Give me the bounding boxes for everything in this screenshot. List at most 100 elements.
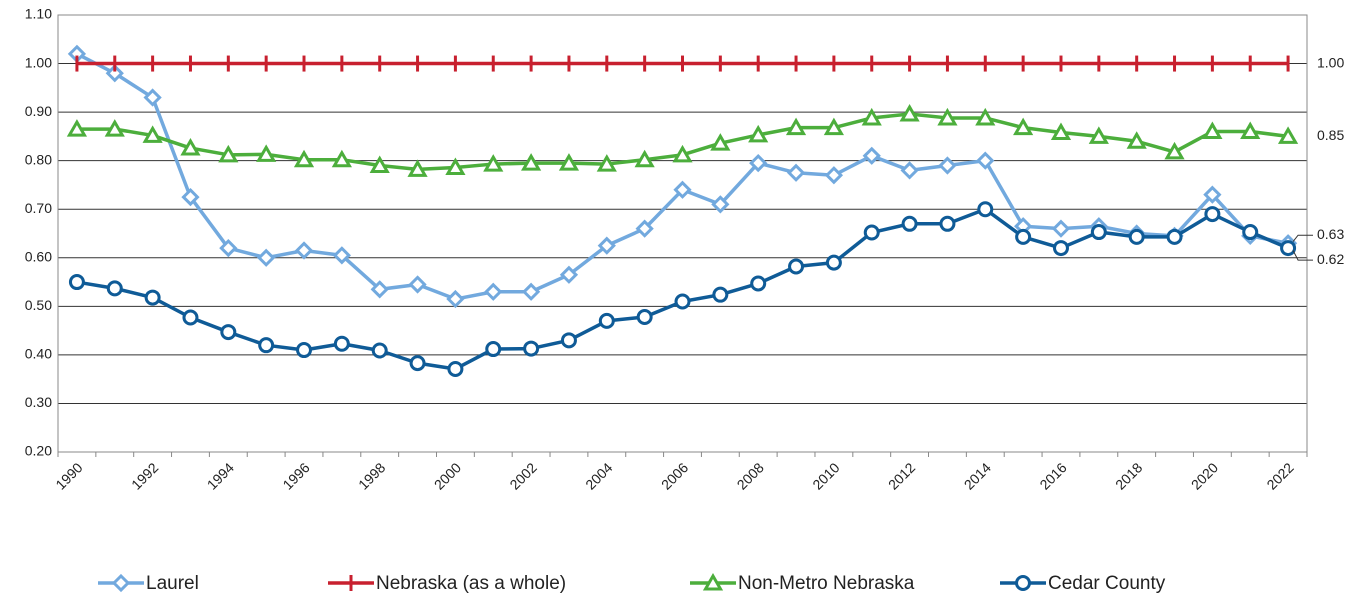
marker: [485, 341, 502, 358]
marker: [750, 275, 767, 292]
marker: [1126, 131, 1147, 149]
marker: [1203, 185, 1222, 204]
legend: Laurel Nebraska (as a whole) Non-Metro Neb…: [98, 572, 1166, 594]
marker: [596, 154, 617, 172]
marker: [558, 153, 580, 171]
marker: [977, 201, 994, 218]
x-tick-label: 1990: [52, 459, 85, 492]
marker: [180, 138, 201, 156]
marker: [331, 149, 352, 168]
marker: [560, 332, 577, 349]
x-tick-label: 2010: [809, 459, 842, 492]
marker: [1088, 126, 1109, 144]
marker: [899, 104, 920, 122]
marker: [1164, 141, 1185, 160]
marker: [711, 195, 730, 214]
marker: [559, 265, 579, 284]
marker: [1204, 206, 1221, 223]
marker: [597, 236, 616, 255]
leader-line: [1292, 250, 1313, 261]
marker: [293, 149, 315, 168]
marker: [937, 107, 958, 126]
marker: [182, 309, 199, 326]
x-tick-label: 2012: [885, 459, 918, 492]
marker: [1090, 224, 1107, 241]
x-tick-label: 2002: [507, 459, 540, 492]
series-line: [76, 52, 1289, 301]
x-tick-label: 2018: [1112, 459, 1145, 492]
marker: [408, 275, 427, 294]
legend-label: Laurel: [146, 573, 199, 594]
marker: [862, 146, 881, 165]
marker: [673, 180, 692, 199]
x-tick-label: 2020: [1188, 459, 1221, 492]
marker: [294, 241, 314, 260]
marker: [702, 572, 724, 591]
marker: [256, 144, 277, 162]
marker: [1242, 224, 1259, 241]
marker: [220, 324, 237, 341]
x-tick-label: 2004: [582, 459, 615, 492]
legend-label: Non-Metro Nebraska: [738, 573, 915, 594]
marker: [370, 280, 389, 299]
marker: [1202, 121, 1223, 140]
marker: [1280, 240, 1297, 257]
marker: [1128, 228, 1145, 245]
marker: [371, 342, 388, 359]
y-tick-label: 0.30: [25, 394, 52, 410]
marker: [861, 107, 882, 126]
x-tick-label: 2016: [1036, 459, 1069, 492]
marker: [901, 215, 918, 232]
marker: [369, 155, 390, 174]
marker: [1052, 240, 1069, 257]
marker: [142, 125, 163, 143]
marker: [1051, 219, 1071, 238]
marker: [824, 166, 844, 185]
data-label: 0.62: [1317, 251, 1344, 267]
marker: [712, 286, 729, 303]
marker: [523, 340, 540, 357]
marker: [409, 355, 426, 372]
marker: [258, 337, 275, 354]
x-tick-label: 2022: [1263, 459, 1296, 492]
x-tick-label: 2000: [431, 459, 464, 492]
leader-line: [1292, 234, 1313, 242]
y-tick-label: 0.60: [25, 248, 52, 264]
y-tick-label: 1.10: [25, 6, 52, 22]
marker: [674, 293, 691, 310]
marker: [104, 119, 125, 137]
data-label: 0.63: [1317, 226, 1344, 242]
marker: [445, 157, 466, 175]
marker: [823, 117, 844, 136]
marker: [521, 153, 542, 171]
marker: [446, 289, 465, 309]
marker: [521, 282, 541, 301]
y-tick-label: 0.70: [25, 200, 52, 216]
marker: [672, 144, 693, 163]
marker: [939, 215, 956, 232]
marker: [144, 289, 161, 306]
marker: [1013, 117, 1034, 136]
x-tick-label: 1992: [128, 459, 161, 492]
x-tick-label: 2008: [734, 459, 767, 492]
x-tick-label: 2014: [961, 459, 994, 492]
marker: [447, 360, 464, 377]
marker: [938, 156, 957, 175]
legend-label: Nebraska (as a whole): [376, 573, 566, 594]
marker: [66, 119, 88, 137]
marker: [749, 153, 768, 173]
marker: [863, 224, 880, 241]
x-tick-label: 1994: [204, 459, 237, 492]
marker: [296, 342, 313, 359]
marker: [218, 144, 239, 163]
data-label: 0.85: [1317, 127, 1344, 143]
marker: [1240, 121, 1261, 140]
marker: [106, 280, 123, 297]
marker: [1015, 228, 1032, 245]
y-tick-label: 0.50: [25, 297, 52, 313]
y-tick-label: 0.20: [25, 443, 52, 459]
marker: [332, 246, 351, 265]
legend-label: Cedar County: [1048, 573, 1166, 594]
marker: [1166, 228, 1183, 245]
